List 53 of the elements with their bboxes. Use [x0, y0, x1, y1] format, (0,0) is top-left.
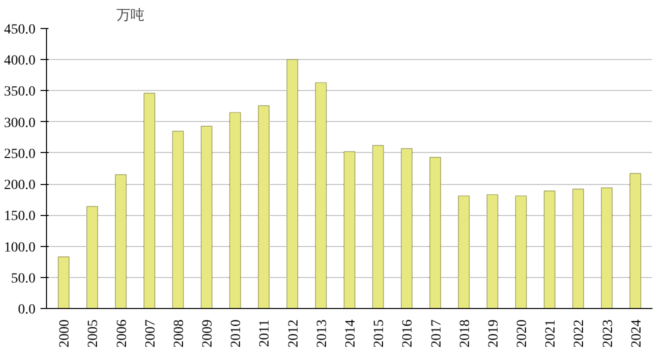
- y-axis-title: 万吨: [116, 8, 144, 24]
- x-tick-label: 2018: [458, 320, 473, 348]
- y-tick-label: 400.0: [4, 54, 36, 69]
- x-tick-label: 2019: [486, 320, 502, 348]
- x-tick-label: 2011: [258, 319, 273, 347]
- bar: [115, 174, 127, 308]
- x-tick-label: 2005: [86, 320, 102, 348]
- x-tick-label: 2014: [344, 320, 358, 348]
- x-tick-label: 2024: [629, 320, 644, 348]
- x-tick-label: 2015: [372, 320, 388, 348]
- x-tick-label: 2017: [429, 320, 444, 348]
- bar: [630, 173, 642, 308]
- x-tick-label: 2010: [229, 320, 244, 348]
- x-tick-label: 2023: [600, 320, 616, 348]
- y-tick-label: 200.0: [4, 178, 36, 194]
- bar: [200, 126, 212, 308]
- x-tick-label: 2013: [314, 320, 330, 348]
- bar: [601, 187, 612, 308]
- y-tick-label: 150.0: [4, 209, 36, 224]
- bar: [430, 157, 441, 308]
- y-tick-label: 50.0: [11, 271, 36, 286]
- x-tick-label: 2012: [286, 320, 302, 348]
- x-tick-label: 2021: [544, 320, 559, 348]
- bar: [400, 148, 412, 308]
- y-tick-label: 0.0: [18, 302, 36, 318]
- x-tick-label: 2022: [572, 320, 588, 348]
- x-tick-label: 2006: [114, 320, 130, 348]
- y-tick-label: 250.0: [4, 146, 36, 162]
- bar: [544, 190, 556, 308]
- bar: [515, 196, 527, 308]
- bar: [144, 92, 156, 308]
- bar: [86, 206, 98, 308]
- y-tick-label: 450.0: [4, 22, 36, 38]
- y-tick-label: 350.0: [4, 84, 36, 100]
- bar: [344, 151, 356, 308]
- x-tick-label: 2016: [400, 320, 416, 348]
- x-tick-label: 2000: [58, 320, 73, 348]
- x-tick-label: 2009: [200, 320, 216, 348]
- x-tick-label: 2008: [172, 320, 187, 348]
- bar: [315, 82, 327, 308]
- bar: [172, 130, 184, 308]
- bar: [372, 145, 384, 308]
- bar: [229, 112, 241, 308]
- bar: [58, 256, 70, 308]
- bar: [486, 194, 498, 308]
- x-tick-label: 2020: [515, 320, 530, 348]
- x-tick-label: 2007: [143, 320, 158, 348]
- bar: [458, 196, 470, 308]
- y-tick-label: 300.0: [4, 116, 36, 131]
- bar: [258, 105, 270, 308]
- bar: [286, 59, 298, 308]
- bar: [572, 188, 584, 308]
- y-tick-label: 100.0: [4, 240, 36, 256]
